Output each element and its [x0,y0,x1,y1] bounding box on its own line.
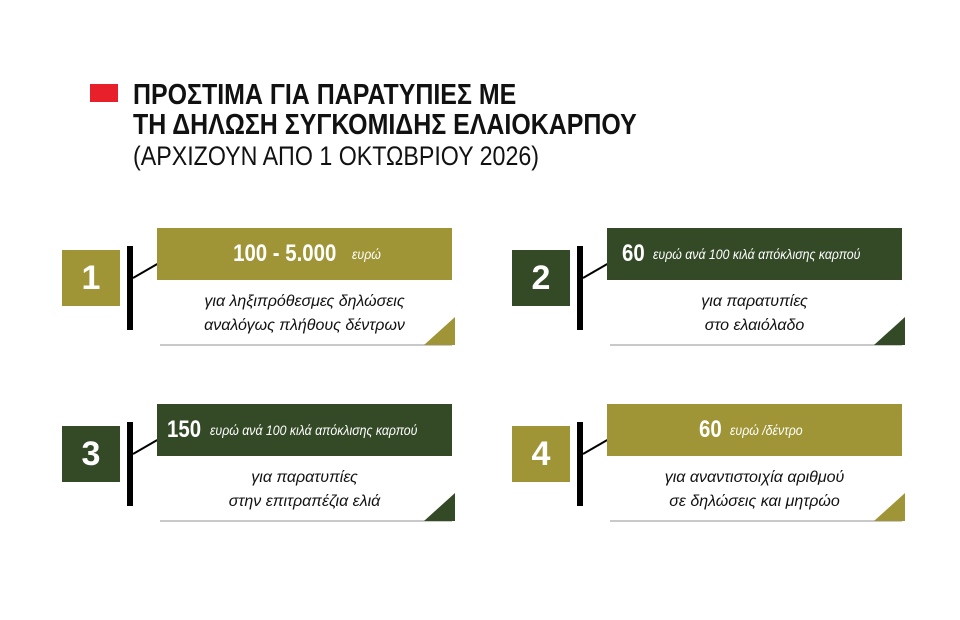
description-line-1: για παρατυπίες [701,293,808,310]
amount-value: 100 - 5.000 [233,240,337,267]
divider-bar [577,246,583,330]
bottom-rule [610,520,902,522]
amount-unit: ευρώ [351,246,381,262]
subtitle: (ΑΡΧΙΖΟΥΝ ΑΠΟ 1 ΟΚΤΩΒΡΙΟΥ 2026) [133,141,540,171]
divider-bar [577,422,583,506]
connector-line [582,439,608,455]
description: για ληξιπρόθεσμες δηλώσεις αναλόγως πλήθ… [157,290,452,338]
description-line-1: για παρατυπίες [251,469,358,486]
connector-line [582,263,608,279]
amount-unit: ευρώ ανά 100 κιλά απόκλισης καρπού [209,422,418,438]
number-box: 2 [512,250,570,306]
amount-value: 60 [622,240,645,267]
number-box: 1 [62,250,120,306]
description: για παρατυπίες στο ελαιόλαδο [607,290,902,338]
bottom-rule [160,344,452,346]
description-line-2: αναλόγως πλήθους δέντρων [204,317,405,334]
amount-header: 60 ευρώ ανά 100 κιλά απόκλισης καρπού [607,228,902,280]
description: για αναντιστοιχία αριθμού σε δηλώσεις κα… [607,466,902,514]
amount-header: 60 ευρώ /δέντρο [607,404,902,456]
amount-value: 60 [698,416,722,443]
amount-unit: ευρώ ανά 100 κιλά απόκλισης καρπού [653,246,861,262]
red-square-marker [90,84,118,102]
corner-triangle-icon [874,493,905,521]
description-line-1: για ληξιπρόθεσμες δηλώσεις [204,293,405,310]
amount-header: 100 - 5.000 ευρώ [157,228,452,280]
number-box: 3 [62,426,120,482]
connector-line [132,439,158,455]
amount-value: 150 [166,416,201,443]
description-line-2: στο ελαιόλαδο [704,317,805,334]
amount-header: 150 ευρώ ανά 100 κιλά απόκλισης καρπού [157,404,452,456]
bottom-rule [610,344,902,346]
corner-triangle-icon [874,317,905,345]
divider-bar [127,246,133,330]
amount-unit: ευρώ /δέντρο [729,422,803,438]
bottom-rule [160,520,452,522]
divider-bar [127,422,133,506]
title-line-2: ΤΗ ΔΗΛΩΣΗ ΣΥΓΚΟΜΙΔΗΣ ΕΛΑΙΟΚΑΡΠΟΥ [133,109,637,141]
description-line-1: για αναντιστοιχία αριθμού [664,469,845,486]
corner-triangle-icon [424,317,455,345]
corner-triangle-icon [424,493,455,521]
description: για παρατυπίες στην επιτραπέζια ελιά [157,466,452,514]
title-line-1: ΠΡΟΣΤΙΜΑ ΓΙΑ ΠΑΡΑΤΥΠΙΕΣ ΜΕ [133,79,517,111]
connector-line [132,263,158,279]
description-line-2: στην επιτραπέζια ελιά [228,493,381,510]
number-box: 4 [512,426,570,482]
description-line-2: σε δηλώσεις και μητρώο [669,493,840,510]
